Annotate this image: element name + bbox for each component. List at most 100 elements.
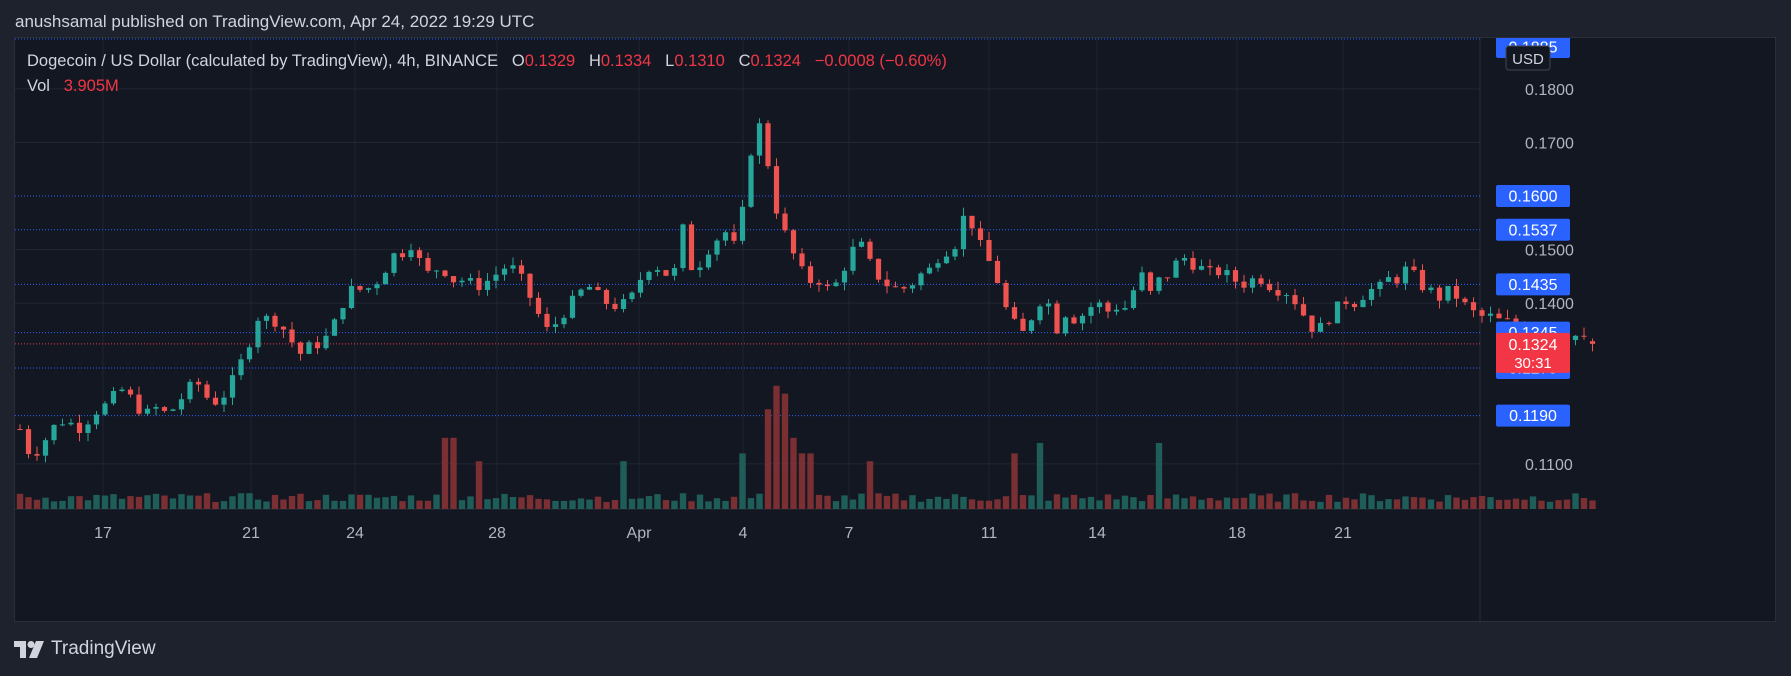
candle-body[interactable] <box>552 324 559 327</box>
candle-body[interactable] <box>255 320 261 348</box>
candle-body[interactable] <box>535 297 542 314</box>
candle-body[interactable] <box>1003 282 1009 308</box>
candle-body[interactable] <box>76 422 83 433</box>
candle-body[interactable] <box>1385 277 1392 282</box>
candle-body[interactable] <box>263 315 270 321</box>
candle-body[interactable] <box>1113 309 1120 312</box>
candle-body[interactable] <box>170 409 176 411</box>
candle-body[interactable] <box>909 285 916 289</box>
candle-body[interactable] <box>663 270 669 276</box>
candle-body[interactable] <box>408 250 414 258</box>
candle-body[interactable] <box>1122 308 1128 310</box>
candle-body[interactable] <box>544 313 550 327</box>
candle-body[interactable] <box>110 390 117 404</box>
candle-body[interactable] <box>1181 258 1188 261</box>
candle-body[interactable] <box>858 241 865 247</box>
candle-body[interactable] <box>1487 313 1494 316</box>
candle-body[interactable] <box>1368 289 1375 300</box>
candle-body[interactable] <box>136 394 142 414</box>
candle-body[interactable] <box>357 286 363 290</box>
candle-body[interactable] <box>1054 303 1060 334</box>
candle-body[interactable] <box>484 280 491 290</box>
candle-body[interactable] <box>289 329 295 343</box>
candle-body[interactable] <box>1088 307 1094 316</box>
candle-body[interactable] <box>144 408 151 414</box>
candle-body[interactable] <box>646 271 652 280</box>
candle-body[interactable] <box>229 375 236 398</box>
candle-body[interactable] <box>518 265 525 274</box>
candle-body[interactable] <box>688 224 695 271</box>
candle-body[interactable] <box>1513 318 1519 325</box>
candle-body[interactable] <box>204 384 210 398</box>
candle-body[interactable] <box>1215 267 1222 276</box>
candle-body[interactable] <box>1377 281 1383 290</box>
candle-body[interactable] <box>1020 318 1026 331</box>
candle-body[interactable] <box>178 399 185 410</box>
candle-body[interactable] <box>212 397 219 405</box>
candle-body[interactable] <box>697 267 703 271</box>
candle-body[interactable] <box>306 342 312 354</box>
candle-body[interactable] <box>323 335 329 349</box>
candle-body[interactable] <box>790 230 797 254</box>
candle-body[interactable] <box>34 454 40 456</box>
candle-body[interactable] <box>161 407 168 411</box>
candle-body[interactable] <box>1470 302 1477 311</box>
candle-body[interactable] <box>59 424 66 426</box>
candle-body[interactable] <box>382 272 389 285</box>
candle-body[interactable] <box>1147 272 1154 291</box>
candle-body[interactable] <box>1096 302 1103 308</box>
candle-body[interactable] <box>153 407 159 409</box>
candle-body[interactable] <box>994 260 1001 283</box>
candle-body[interactable] <box>1589 341 1596 344</box>
candle-body[interactable] <box>1241 281 1247 288</box>
candle-body[interactable] <box>1198 266 1205 270</box>
candle-body[interactable] <box>272 315 278 327</box>
candle-body[interactable] <box>450 276 457 283</box>
candle-body[interactable] <box>1402 266 1409 284</box>
candle-body[interactable] <box>943 256 950 264</box>
candlestick-chart[interactable]: 0.1800 0.1700 0.1500 0.1400 0.1100 17 21 24 28 Ap… <box>15 38 1777 623</box>
candle-body[interactable] <box>680 224 686 269</box>
candle-body[interactable] <box>578 289 584 296</box>
candle-body[interactable] <box>246 347 253 360</box>
candle-body[interactable] <box>1479 310 1485 316</box>
candle-body[interactable] <box>1317 322 1324 332</box>
candle-body[interactable] <box>807 266 814 283</box>
candle-body[interactable] <box>960 215 967 250</box>
candle-body[interactable] <box>595 286 601 291</box>
candle-body[interactable] <box>765 123 771 167</box>
candle-body[interactable] <box>348 286 355 309</box>
candle-body[interactable] <box>1011 307 1018 319</box>
candle-body[interactable] <box>1445 286 1451 301</box>
candle-body[interactable] <box>952 249 958 257</box>
candle-body[interactable] <box>391 253 397 273</box>
candle-body[interactable] <box>1139 272 1145 291</box>
candle-body[interactable] <box>1283 295 1290 297</box>
candle-body[interactable] <box>824 284 831 287</box>
candle-body[interactable] <box>280 326 287 330</box>
candle-body[interactable] <box>102 403 108 415</box>
candle-body[interactable] <box>1249 278 1256 288</box>
candle-body[interactable] <box>331 319 338 336</box>
candle-body[interactable] <box>586 286 593 290</box>
candle-body[interactable] <box>1164 277 1171 279</box>
candle-body[interactable] <box>297 342 304 354</box>
candle-body[interactable] <box>1394 277 1400 284</box>
candle-body[interactable] <box>1130 290 1137 309</box>
candle-body[interactable] <box>977 228 984 240</box>
candle-body[interactable] <box>442 270 448 277</box>
candle-body[interactable] <box>1436 287 1443 301</box>
candle-body[interactable] <box>561 317 567 325</box>
candle-body[interactable] <box>884 279 890 287</box>
candle-body[interactable] <box>1326 322 1332 324</box>
candle-body[interactable] <box>799 253 805 267</box>
candle-body[interactable] <box>671 268 678 276</box>
candle-body[interactable] <box>935 263 941 268</box>
candle-body[interactable] <box>612 303 618 309</box>
candle-body[interactable] <box>850 246 856 271</box>
candle-body[interactable] <box>603 290 610 304</box>
candle-body[interactable] <box>1071 317 1077 324</box>
candle-body[interactable] <box>926 267 933 274</box>
candle-body[interactable] <box>93 414 100 425</box>
candle-body[interactable] <box>119 389 125 391</box>
